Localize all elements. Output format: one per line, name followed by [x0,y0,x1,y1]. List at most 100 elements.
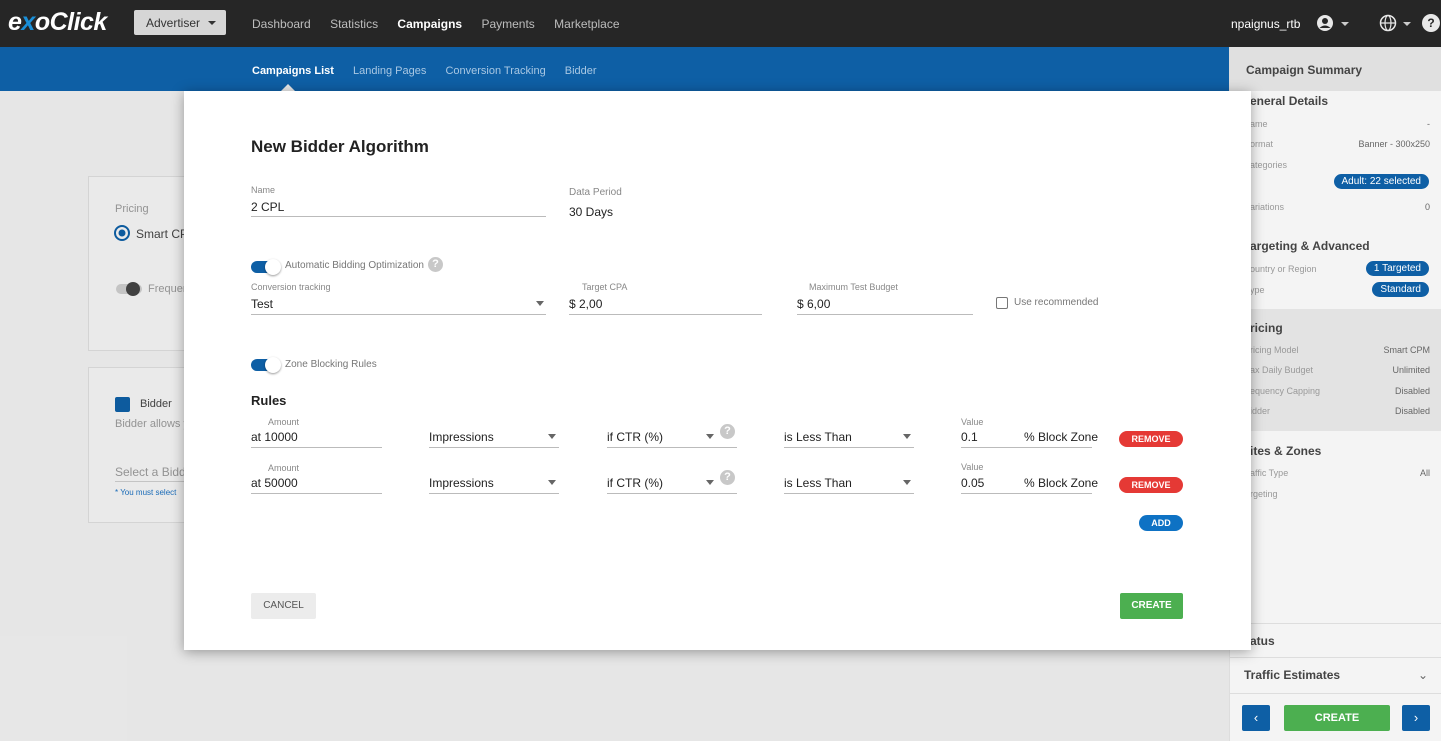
value-input[interactable]: 0.05 [961,476,985,490]
value-label: Value [961,462,984,472]
name-label: ame [1250,119,1268,129]
amount-label: Amount [268,463,300,473]
remove-rule-button[interactable]: REMOVE [1119,431,1183,447]
cancel-button[interactable]: CANCEL [251,593,316,619]
amount-input[interactable]: at 50000 [251,476,298,490]
condition-select[interactable]: if CTR (%) [607,430,663,444]
pricing-model-value: Smart CPM [1383,345,1430,355]
caret-down-icon[interactable] [706,480,714,485]
pricing-label: Pricing [115,203,149,215]
nav-campaigns[interactable]: Campaigns [397,17,463,31]
pricing-model-label: ricing Model [1250,345,1299,355]
name-input[interactable]: 2 CPL [251,200,285,214]
sidebar-create-button[interactable]: CREATE [1284,705,1390,731]
use-recommended-checkbox[interactable] [996,297,1008,309]
create-button[interactable]: CREATE [1120,593,1183,619]
value-input[interactable]: 0.1 [961,430,978,444]
metric-select[interactable]: Impressions [429,430,494,444]
globe-icon[interactable] [1379,14,1397,32]
target-cpa-underline [569,314,762,315]
caret-down-icon[interactable] [1403,22,1411,26]
caret-down-icon[interactable] [706,434,714,439]
help-icon[interactable]: ? [1422,14,1440,32]
status-section[interactable]: tatus [1230,623,1441,657]
nav-payments[interactable]: Payments [481,17,535,31]
select-bidder-dropdown[interactable]: Select a Biddi [115,465,189,479]
max-budget-label: ax Daily Budget [1250,365,1314,375]
user-circle-icon[interactable] [1316,14,1334,32]
max-test-budget-underline [797,314,973,315]
subnav-landing-pages[interactable]: Landing Pages [352,65,427,77]
account-type-label: Advertiser [146,16,201,30]
username[interactable]: npaignus_rtb [1231,17,1301,31]
value-label: Value [961,417,984,427]
metric-select[interactable]: Impressions [429,476,494,490]
remove-rule-button[interactable]: REMOVE [1119,477,1183,493]
targeting-label: rgeting [1250,489,1278,499]
nav-marketplace[interactable]: Marketplace [554,17,620,31]
radio-selected-icon[interactable] [114,225,130,241]
traffic-type-value: All [1419,468,1430,478]
frequency-capping-label: equency Capping [1250,386,1321,396]
amount-label: Amount [268,417,300,427]
campaign-summary-sidebar: Campaign Summary eneral Details ame - orm… [1229,47,1441,741]
divider [115,481,198,482]
caret-down-icon[interactable] [903,480,911,485]
caret-down-icon [208,21,216,25]
bidder-hint: * You must select [115,488,177,497]
exoclick-logo[interactable]: exoClick [8,8,107,37]
previous-step-button[interactable]: ‹ [1242,705,1270,731]
frequency-toggle[interactable] [116,282,142,296]
conversion-tracking-label: Conversion tracking [251,282,331,292]
caret-down-icon[interactable] [548,480,556,485]
auto-bidding-toggle[interactable] [251,259,281,275]
data-period-label: Data Period [569,187,622,198]
subnav-bidder[interactable]: Bidder [564,65,597,77]
comparator-select[interactable]: is Less Than [784,430,852,444]
help-icon[interactable]: ? [720,424,735,439]
max-budget-value: Unlimited [1392,365,1430,375]
smart-cpm-option[interactable]: Smart CP [136,227,189,241]
value-underline [961,447,1092,448]
max-test-budget-input[interactable]: $ 6,00 [797,297,831,311]
block-zone-suffix: % Block Zone [1024,430,1099,444]
comparator-underline [784,493,914,494]
subnav-campaigns-list[interactable]: Campaigns List [252,65,334,77]
name-underline [251,216,546,217]
amount-underline [251,447,382,448]
categories-label: ategories [1250,160,1288,170]
help-icon[interactable]: ? [720,470,735,485]
caret-down-icon[interactable] [1341,22,1349,26]
bidder-panel [88,367,198,523]
comparator-select[interactable]: is Less Than [784,476,852,490]
sub-navbar: Campaigns List Landing Pages Conversion … [0,47,1229,91]
rules-heading: Rules [251,393,287,408]
format-label: ormat [1250,139,1274,149]
country-badge: 1 Targeted [1365,261,1429,276]
caret-down-icon[interactable] [903,434,911,439]
add-rule-button[interactable]: ADD [1139,515,1183,531]
metric-underline [429,493,559,494]
chevron-down-icon: ⌄ [1417,668,1428,682]
target-cpa-input[interactable]: $ 2,00 [569,297,603,311]
sidebar-footer: ‹ CREATE › [1230,693,1441,741]
next-step-button[interactable]: › [1402,705,1430,731]
conversion-tracking-select[interactable]: Test [251,297,274,311]
sites-zones-heading: ites & Zones [1250,444,1322,458]
pricing-heading: ricing [1250,321,1283,335]
variations-value: 0 [1424,202,1430,212]
caret-down-icon[interactable] [548,434,556,439]
traffic-estimates-section[interactable]: Traffic Estimates ⌄ [1230,657,1441,693]
subnav-conversion-tracking[interactable]: Conversion Tracking [445,65,546,77]
variations-label: ariations [1250,202,1285,212]
pricing-section-highlight [1230,309,1441,431]
amount-input[interactable]: at 10000 [251,430,298,444]
nav-dashboard[interactable]: Dashboard [252,17,311,31]
condition-select[interactable]: if CTR (%) [607,476,663,490]
help-icon[interactable]: ? [428,257,443,272]
caret-down-icon[interactable] [536,301,544,306]
format-value: Banner - 300x250 [1358,139,1430,149]
zone-blocking-toggle[interactable] [251,357,281,373]
account-type-dropdown[interactable]: Advertiser [134,10,226,35]
nav-statistics[interactable]: Statistics [330,17,379,31]
